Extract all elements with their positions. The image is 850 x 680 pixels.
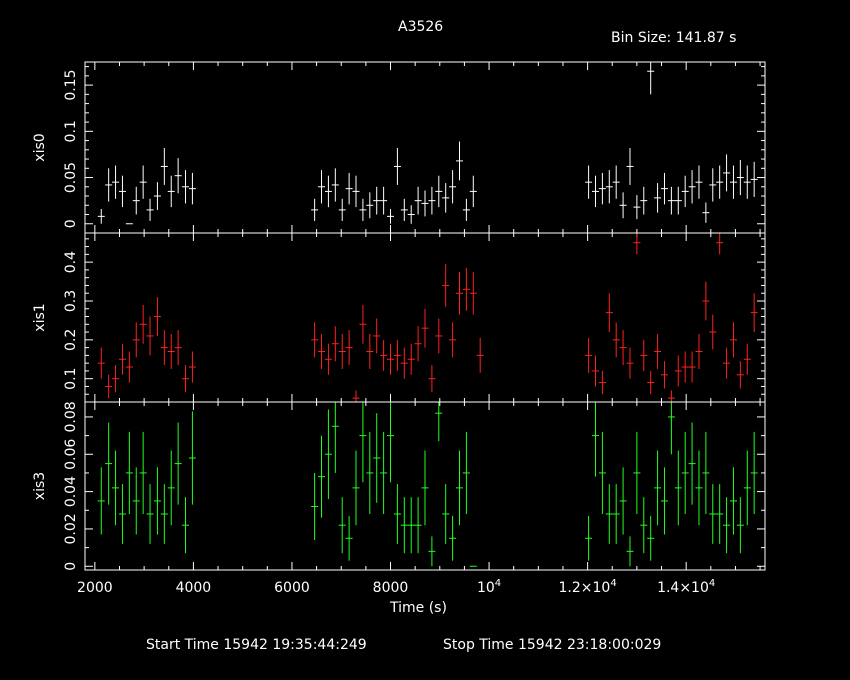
y-tick-label: 0.08: [63, 401, 79, 432]
x-tick-label: 8000: [373, 580, 409, 596]
x-tick-exponent: 4: [495, 578, 501, 589]
y-axis-title-xis3: xis3: [32, 472, 48, 500]
y-tick-label: 0.06: [63, 439, 79, 470]
x-tick-exponent: 4: [709, 578, 715, 589]
x-tick-label: 2000: [77, 580, 113, 596]
bin-size-label: Bin Size: 141.87 s: [611, 30, 737, 46]
x-tick-label: 1.4×104: [657, 578, 715, 596]
y-tick-label: 0.04: [63, 476, 79, 507]
x-tick-label: 1.2×104: [559, 578, 617, 596]
y-axis-title-xis1: xis1: [32, 303, 48, 331]
x-tick-exponent: 4: [610, 578, 616, 589]
x-tick-label: 6000: [274, 580, 310, 596]
y-tick-label: 0.05: [63, 162, 79, 193]
series-xis1: [97, 233, 758, 402]
y-tick-label: 0.15: [63, 70, 79, 101]
panel-frame-xis3: [84, 401, 766, 571]
x-tick-label: 4000: [176, 580, 212, 596]
y-tick-label: 0: [63, 562, 79, 571]
chart-title: A3526: [398, 19, 444, 35]
y-tick-label: 0.3: [63, 290, 79, 312]
y-tick-label: 0.02: [63, 513, 79, 544]
y-tick-label: 0: [63, 219, 79, 228]
start-time-label: Start Time 15942 19:35:44:249: [146, 637, 367, 653]
y-tick-label: 0.1: [63, 120, 79, 142]
y-tick-label: 0.2: [63, 329, 79, 351]
series-xis0: [97, 62, 758, 225]
y-tick-label: 0.1: [63, 368, 79, 390]
y-axis-title-xis0: xis0: [32, 133, 48, 161]
x-axis-title: Time (s): [390, 600, 447, 616]
series-xis3: [97, 402, 758, 567]
x-tick-label: 104: [477, 578, 501, 596]
y-tick-label: 0.4: [63, 251, 79, 273]
stop-time-label: Stop Time 15942 23:18:00:029: [443, 637, 662, 653]
